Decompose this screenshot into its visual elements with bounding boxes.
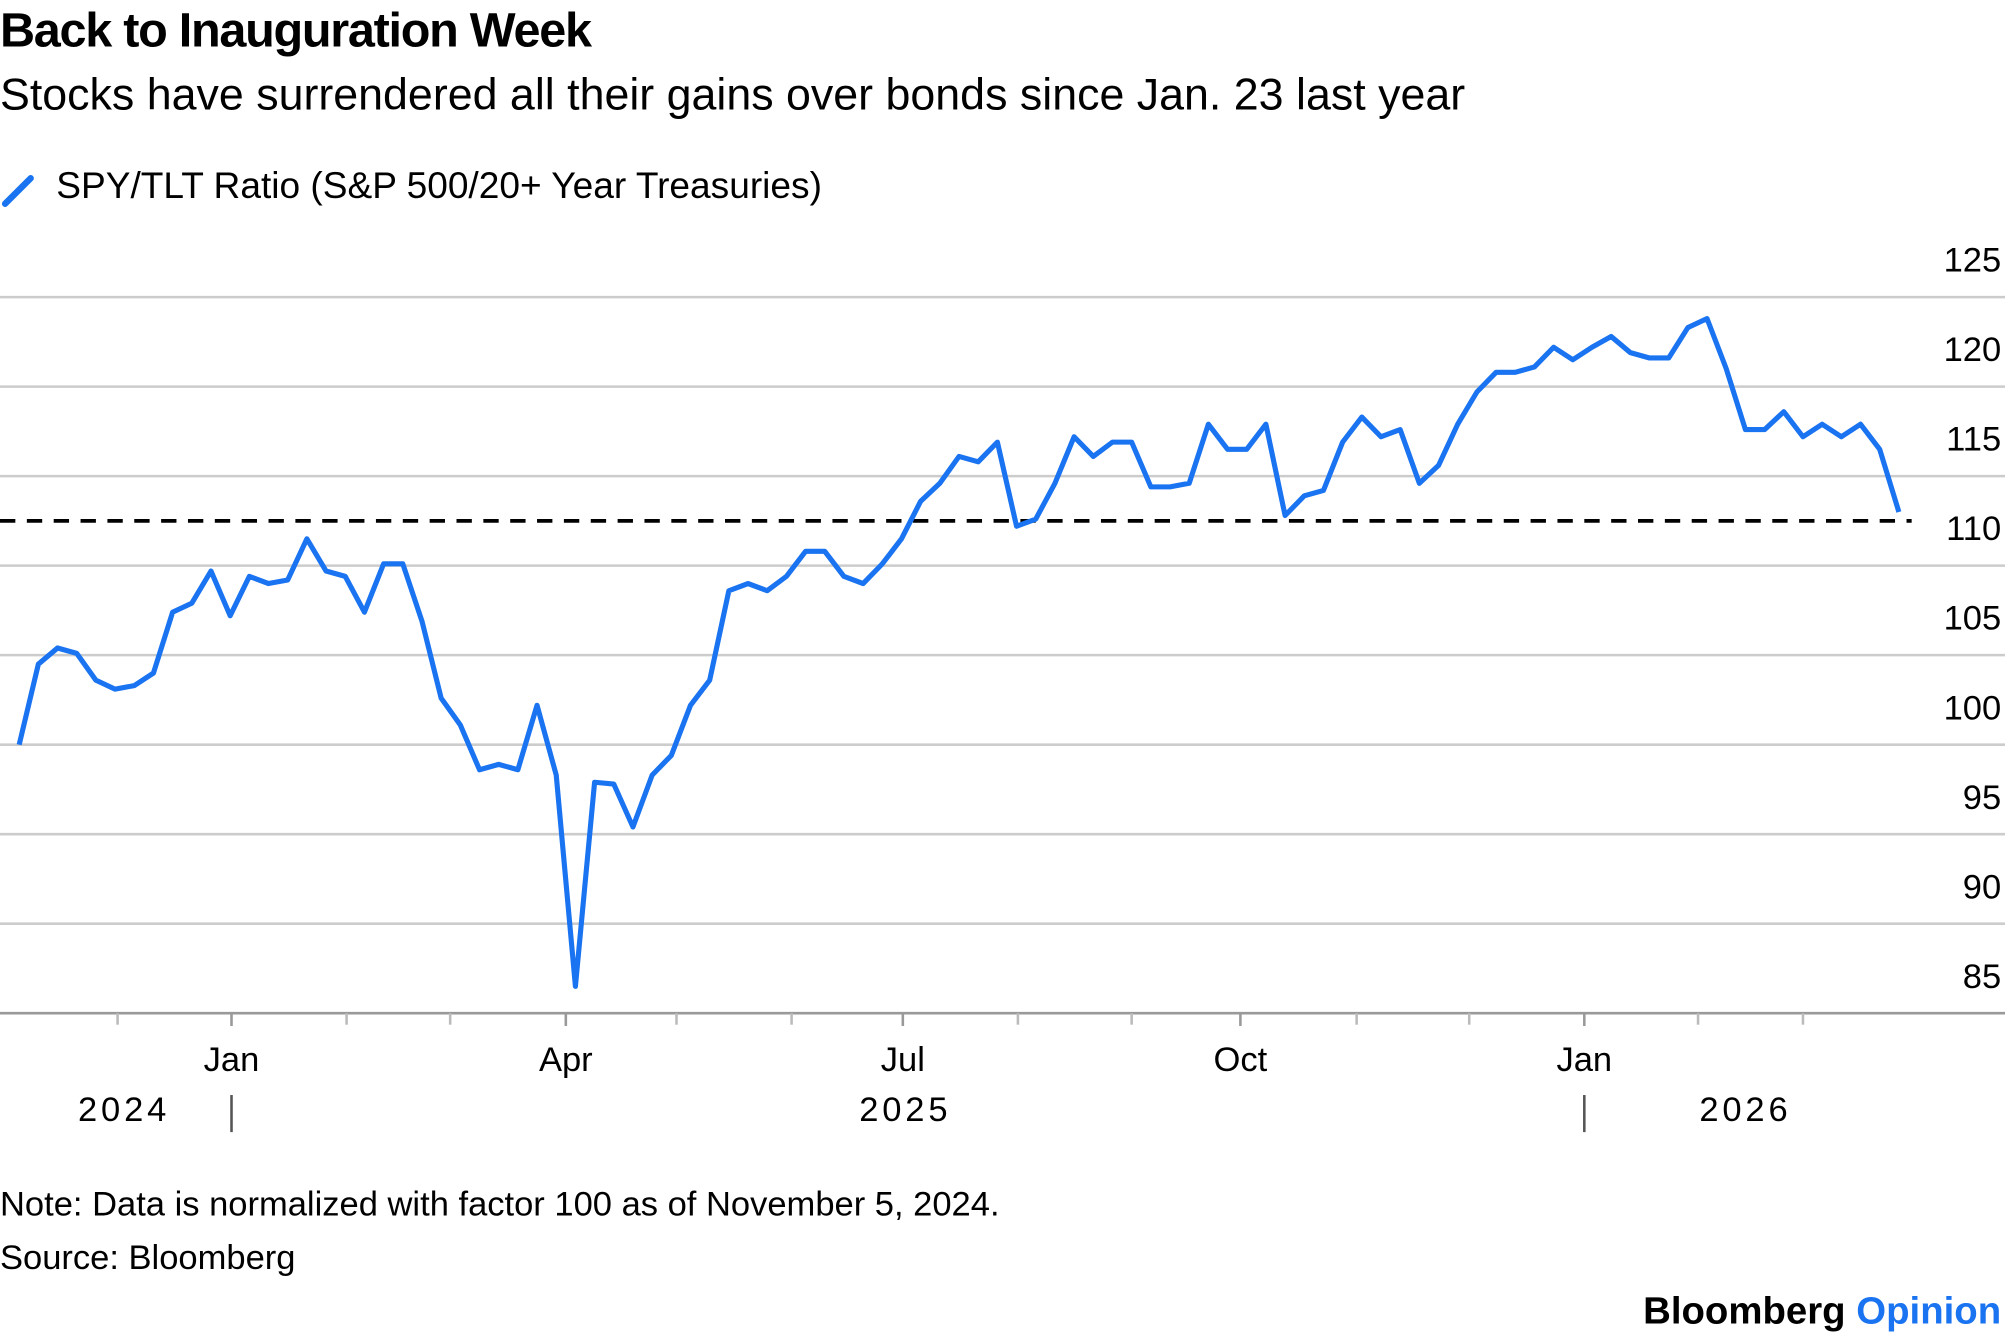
brand: Bloomberg Opinion — [1643, 1290, 2001, 1333]
note: Note: Data is normalized with factor 100… — [0, 1185, 1000, 1223]
y-tick-label: 115 — [1946, 421, 2001, 459]
chart-title: Back to Inauguration Week — [0, 4, 593, 58]
x-tick-label: Jan — [204, 1041, 260, 1079]
y-tick-label: 95 — [1963, 779, 2001, 817]
legend-label: SPY/TLT Ratio (S&P 500/20+ Year Treasuri… — [56, 164, 822, 206]
year-label: 2024 — [78, 1091, 170, 1129]
chart-subtitle: Stocks have surrendered all their gains … — [0, 69, 1465, 119]
y-tick-label: 100 — [1944, 689, 2002, 727]
x-tick-label: Oct — [1214, 1041, 1268, 1079]
source: Source: Bloomberg — [0, 1239, 295, 1277]
y-tick-label: 110 — [1946, 510, 2001, 548]
y-tick-label: 125 — [1944, 242, 2002, 280]
year-label: 2025 — [859, 1091, 951, 1129]
brand-opinion: Opinion — [1856, 1290, 2001, 1333]
x-tick-label: Jan — [1556, 1041, 1612, 1079]
data-line — [16, 316, 1902, 989]
y-tick-label: 105 — [1944, 600, 2002, 638]
brand-name: Bloomberg — [1643, 1290, 1845, 1333]
legend-swatch — [1, 175, 34, 207]
year-label: 2026 — [1699, 1091, 1791, 1129]
y-tick-label: 90 — [1963, 868, 2001, 906]
x-tick-label: Jul — [881, 1041, 925, 1079]
y-tick-label: 85 — [1963, 958, 2001, 996]
y-tick-label: 120 — [1944, 331, 2002, 369]
x-tick-label: Apr — [539, 1041, 593, 1079]
